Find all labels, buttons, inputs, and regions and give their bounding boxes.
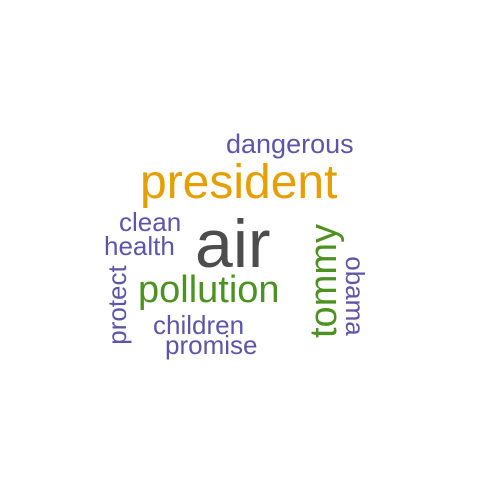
word-health: health (104, 231, 175, 261)
word-dangerous: dangerous (226, 129, 354, 159)
word-pollution: pollution (138, 269, 280, 311)
word-protect: protect (101, 265, 132, 345)
word-clean: clean (119, 207, 182, 237)
word-air: air (195, 206, 271, 282)
word-promise: promise (165, 330, 258, 360)
word-obama: obama (339, 256, 370, 336)
word-children: children (153, 310, 245, 340)
word-tommy: tommy (303, 224, 345, 338)
word-president: president (140, 156, 338, 209)
